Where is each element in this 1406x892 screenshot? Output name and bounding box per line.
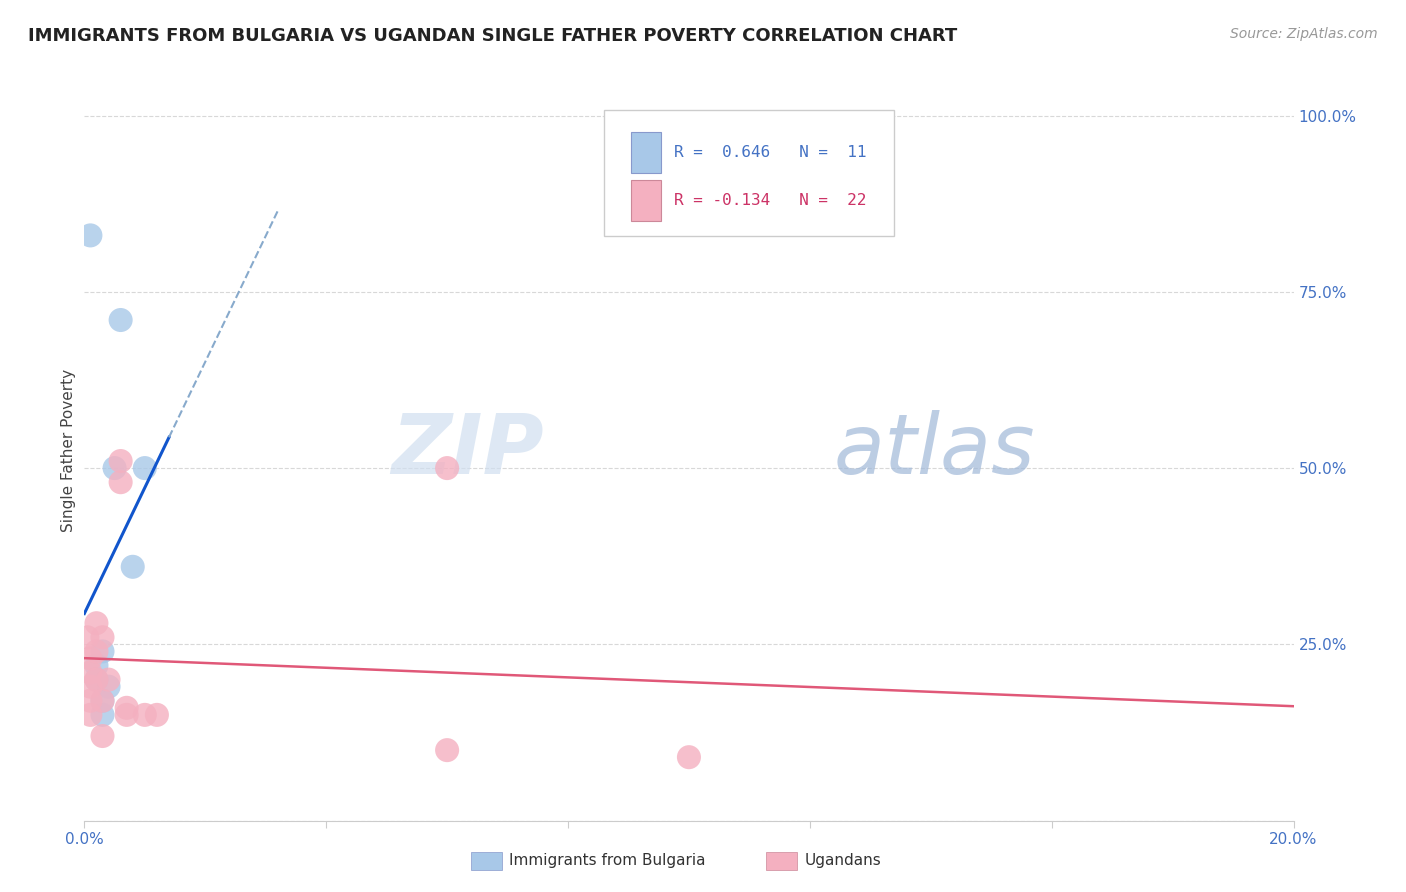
Point — [86, 616, 108, 631]
Point — [110, 475, 132, 490]
Point — [79, 694, 101, 708]
Text: ZIP: ZIP — [391, 410, 544, 491]
Text: R =  0.646   N =  11: R = 0.646 N = 11 — [675, 145, 868, 160]
Point — [91, 694, 114, 708]
Point — [86, 658, 108, 673]
Point — [76, 630, 98, 644]
Point — [115, 707, 138, 722]
Point — [678, 750, 700, 764]
Text: IMMIGRANTS FROM BULGARIA VS UGANDAN SINGLE FATHER POVERTY CORRELATION CHART: IMMIGRANTS FROM BULGARIA VS UGANDAN SING… — [28, 27, 957, 45]
Y-axis label: Single Father Poverty: Single Father Poverty — [60, 369, 76, 532]
Point — [97, 680, 120, 694]
Point — [115, 701, 138, 715]
Point — [146, 707, 169, 722]
Point — [79, 680, 101, 694]
Text: atlas: atlas — [834, 410, 1036, 491]
Point — [79, 651, 101, 665]
Text: R = -0.134   N =  22: R = -0.134 N = 22 — [675, 193, 868, 208]
Point — [79, 707, 101, 722]
Point — [79, 228, 101, 243]
Point — [79, 665, 101, 680]
Point — [86, 673, 108, 687]
Point — [110, 313, 132, 327]
Point — [86, 644, 108, 658]
Text: Ugandans: Ugandans — [804, 854, 882, 868]
Bar — [631, 180, 661, 221]
Point — [91, 694, 114, 708]
Text: Source: ZipAtlas.com: Source: ZipAtlas.com — [1230, 27, 1378, 41]
FancyBboxPatch shape — [605, 110, 894, 235]
Point — [91, 707, 114, 722]
Point — [91, 644, 114, 658]
Point — [91, 630, 114, 644]
Point — [86, 673, 108, 687]
Point — [436, 461, 458, 475]
Point — [436, 743, 458, 757]
Point — [121, 559, 143, 574]
Point — [97, 673, 120, 687]
Bar — [631, 132, 661, 173]
Point — [134, 461, 156, 475]
Point — [104, 461, 127, 475]
Point — [110, 454, 132, 468]
Point — [134, 707, 156, 722]
Text: Immigrants from Bulgaria: Immigrants from Bulgaria — [509, 854, 706, 868]
Point — [91, 729, 114, 743]
